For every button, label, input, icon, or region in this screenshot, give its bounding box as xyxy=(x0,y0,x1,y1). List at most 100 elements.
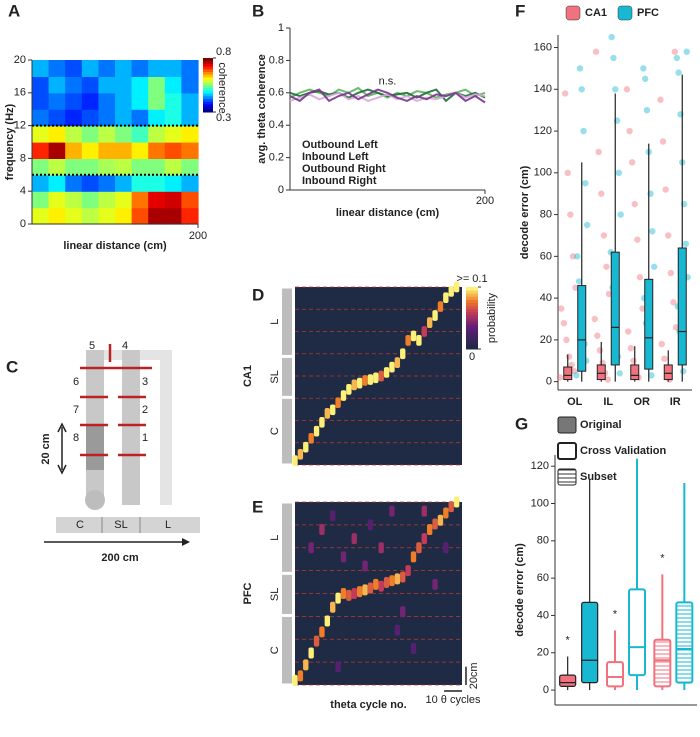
sensors xyxy=(80,366,152,457)
position-label: 7 xyxy=(73,404,79,416)
heat-cell xyxy=(131,76,149,94)
heat-cell xyxy=(48,142,66,159)
decode-cell xyxy=(416,542,422,554)
heat-cell xyxy=(164,109,182,127)
y-tick-label: 60 xyxy=(537,572,549,584)
colorbar-cell xyxy=(466,321,478,325)
box xyxy=(644,278,654,370)
colorbar-cell xyxy=(203,79,213,83)
decode-cell xyxy=(340,390,347,401)
colorbar-cell xyxy=(203,109,213,113)
decode-cell xyxy=(400,571,406,583)
data-point xyxy=(561,90,569,97)
position-label: 3 xyxy=(142,376,148,388)
decode-cell xyxy=(346,589,352,601)
heat-cell xyxy=(164,76,182,94)
heat-cell xyxy=(32,60,50,77)
legend-entry: Inbound Right xyxy=(302,175,377,187)
legend-entry: Subset xyxy=(580,471,617,483)
decode-cell xyxy=(410,330,417,342)
decode-cell xyxy=(437,514,444,526)
colorbar-cell xyxy=(203,98,213,102)
colorbar-cell xyxy=(203,68,213,72)
data-point xyxy=(598,190,605,197)
legend-entry: Outbound Right xyxy=(302,163,386,175)
x-tick-label: OR xyxy=(634,396,651,408)
panel-letter: D xyxy=(252,285,264,304)
data-point xyxy=(567,211,574,218)
legend-swatch xyxy=(565,5,581,21)
colorbar-cell xyxy=(203,103,213,108)
heat-cell xyxy=(181,76,199,94)
track-segment xyxy=(282,503,292,572)
legend-entry: PFC xyxy=(637,7,659,19)
colorbar-cell xyxy=(203,71,213,75)
heat-cell xyxy=(65,207,83,225)
decode-cell xyxy=(373,578,379,590)
decode-cell xyxy=(297,448,304,460)
decode-cell xyxy=(437,301,444,312)
decode-cell xyxy=(335,661,341,673)
colorbar-cell xyxy=(466,339,478,344)
colorbar-cell xyxy=(466,318,478,322)
heat-cell xyxy=(148,109,166,127)
scalebar-label: 10 θ cycles xyxy=(426,694,482,706)
decode-cell xyxy=(330,510,336,522)
legend-entry: Cross Validation xyxy=(580,445,666,457)
heat-cell xyxy=(148,174,166,192)
heat-cell xyxy=(65,92,83,110)
heat-cell xyxy=(32,158,50,176)
data-point xyxy=(670,299,677,306)
colorbar-tick-label: 0.8 xyxy=(216,46,231,58)
track xyxy=(122,350,140,505)
decode-cell xyxy=(400,348,406,360)
x-tick-label: OL xyxy=(567,396,583,408)
heat-cell xyxy=(131,125,149,143)
heat-cell xyxy=(32,142,50,159)
heat-cell xyxy=(148,158,166,176)
panel-letter: B xyxy=(252,1,264,20)
data-point xyxy=(569,253,577,260)
data-point xyxy=(616,370,623,377)
data-point xyxy=(657,96,664,103)
colorbar-cell xyxy=(203,101,213,105)
data-point xyxy=(682,240,690,248)
y-tick-label: 0.8 xyxy=(269,54,284,66)
colorbar-cell xyxy=(203,60,213,64)
legend-entry: Inbound Left xyxy=(302,151,369,163)
colorbar-cell xyxy=(203,93,213,97)
data-point xyxy=(564,169,571,177)
data-point xyxy=(636,274,644,281)
decode-cell xyxy=(416,335,422,346)
decode-cell xyxy=(362,560,368,572)
segment-label: L xyxy=(165,519,171,531)
heat-cell xyxy=(181,109,199,127)
decode-cell xyxy=(378,370,384,382)
data-point xyxy=(634,236,641,243)
heat-cell xyxy=(148,60,166,77)
heat-cell xyxy=(115,191,133,209)
heat-cell xyxy=(164,158,182,176)
y-tick-label: 60 xyxy=(540,250,552,262)
heat-cell xyxy=(65,191,83,209)
colorbar-cell xyxy=(466,345,478,350)
decode-cell xyxy=(308,432,314,444)
heat-cell xyxy=(164,92,182,110)
data-point xyxy=(560,319,568,327)
heat-cell xyxy=(81,158,99,176)
data-point xyxy=(648,372,655,379)
segment-label: SL xyxy=(269,370,281,383)
colorbar-cell xyxy=(203,74,213,78)
colorbar-cell xyxy=(466,296,478,300)
data-point xyxy=(596,347,604,354)
data-point xyxy=(671,48,678,55)
heat-cell xyxy=(148,76,166,94)
heat-cell xyxy=(181,207,199,225)
decode-cell xyxy=(426,317,433,328)
heat-cell xyxy=(115,109,133,127)
data-point xyxy=(617,211,624,218)
heat-cell xyxy=(98,60,116,77)
heat-cell xyxy=(164,207,182,225)
y-tick-label: 0 xyxy=(20,218,26,230)
box xyxy=(606,661,624,688)
